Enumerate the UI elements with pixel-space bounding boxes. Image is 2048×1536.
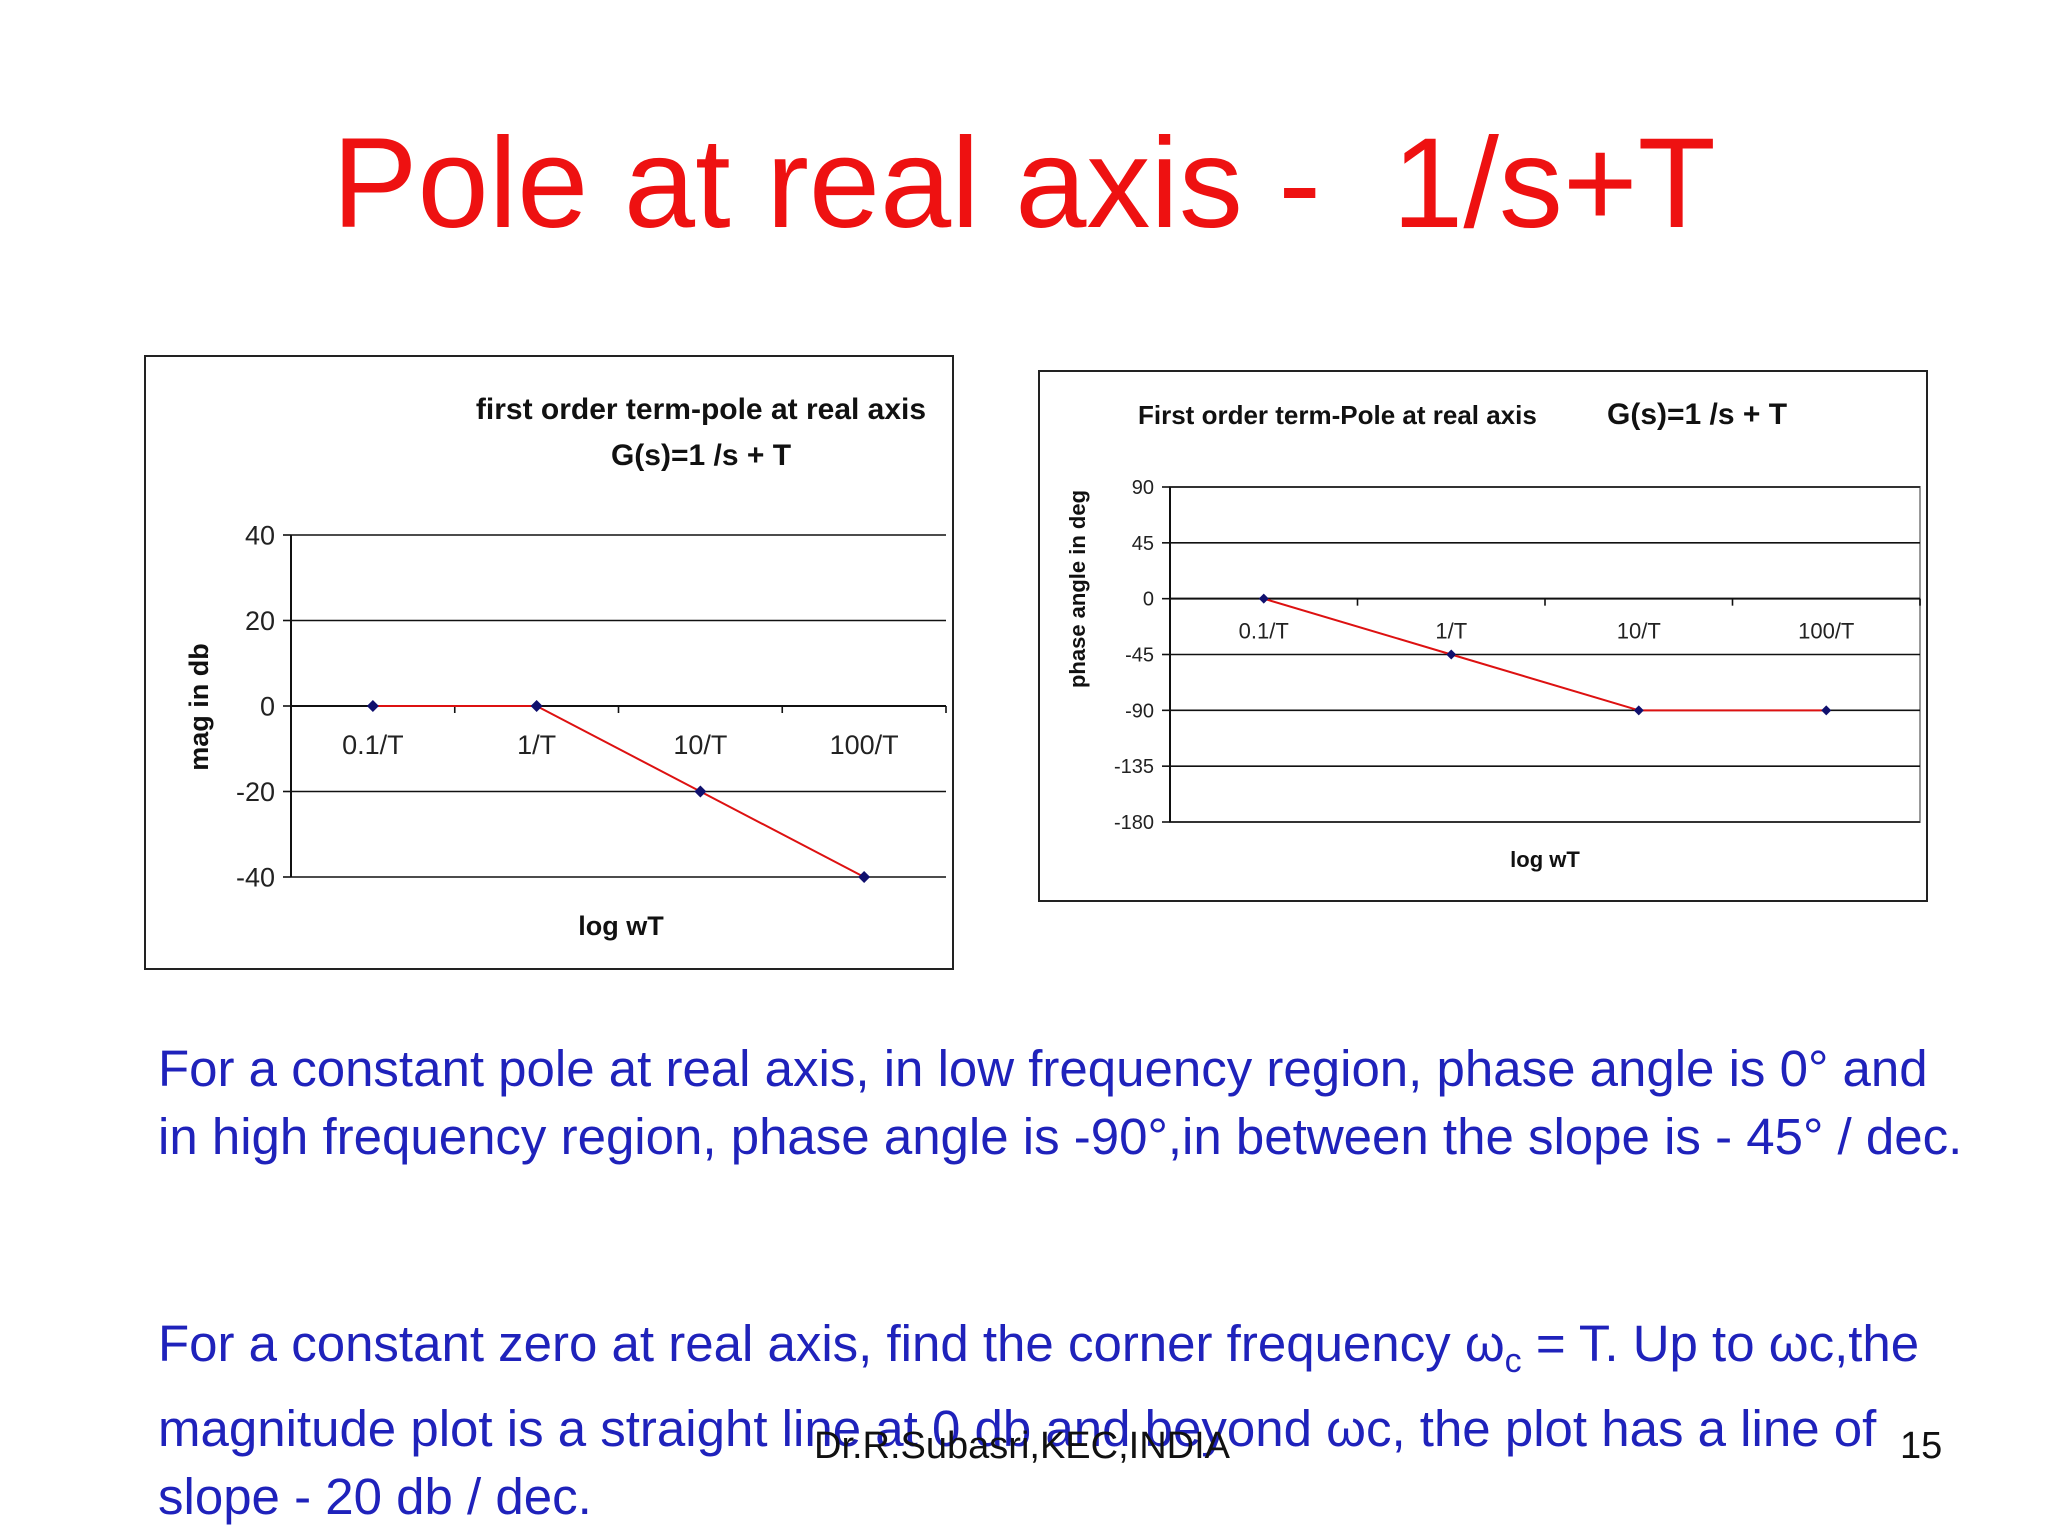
y-tick-label: 40 [245,520,275,550]
x-tick-label: 1/T [1435,619,1467,644]
chart-title: first order term-pole at real axis [476,393,926,426]
y-axis-label: phase angle in deg [1065,490,1090,688]
y-tick-label: -45 [1125,645,1154,667]
y-tick-label: -135 [1114,756,1154,778]
paragraph-zero: For a constant zero at real axis, find t… [158,1310,1978,1531]
x-tick-label: 10/T [1617,619,1661,644]
paragraph-zero-text-2: = T. Up to ωc,the magnitude plot is a st… [158,1315,1920,1526]
x-tick-label: 1/T [517,730,556,760]
y-tick-label: 20 [245,606,275,636]
magnitude-chart-svg: first order term-pole at real axis G(s)=1… [184,393,947,941]
series-line-segment [1450,653,1640,712]
series-line-segment [1263,597,1452,656]
data-point [530,700,543,712]
y-tick-label: -90 [1125,700,1154,722]
x-tick-label: 100/T [1798,619,1854,644]
y-tick-label: 0 [1143,589,1154,611]
slide-title: Pole at real axis - 1/s+T [332,112,1716,255]
phase-chart-svg: First order term-Pole at real axis G(s)=1… [1065,398,1921,872]
chart-title: First order term-Pole at real axis [1138,400,1537,430]
chart-subtitle: G(s)=1 /s + T [611,439,791,472]
data-point [1633,705,1644,716]
x-tick-label: 0.1/T [342,730,404,760]
y-tick-label: -40 [236,862,275,892]
y-tick-label: 90 [1132,477,1154,499]
x-tick-label: 100/T [830,730,899,760]
x-axis-label: log wT [578,911,664,941]
y-tick-label: -20 [236,777,275,807]
data-point [1258,593,1269,604]
phase-chart: First order term-Pole at real axis G(s)=1… [1038,370,1928,902]
x-axis-label: log wT [1510,847,1580,872]
data-point [858,871,871,883]
magnitude-chart: first order term-pole at real axis G(s)=1… [144,355,954,970]
y-tick-label: 0 [260,691,275,721]
x-tick-label: 10/T [673,730,727,760]
paragraph-pole: For a constant pole at real axis, in low… [158,1035,1978,1171]
chart-subtitle: G(s)=1 /s + T [1607,398,1787,431]
series-line-segment [536,705,701,793]
x-tick-label: 0.1/T [1239,619,1289,644]
data-point [366,700,379,712]
paragraph-pole-text: For a constant pole at real axis, in low… [158,1040,1963,1165]
y-axis-label: mag in db [184,643,214,771]
paragraph-zero-text-1: For a constant zero at real axis, find t… [158,1315,1505,1372]
y-tick-label: 45 [1132,533,1154,555]
y-tick-label: -180 [1114,812,1154,834]
footer-author: Dr.R.Subasri,KEC,INDIA [814,1425,1230,1467]
series-line-segment [699,790,865,878]
page-number: 15 [1900,1425,1943,1467]
data-point [694,785,707,798]
data-point [1446,649,1457,660]
data-point [1821,705,1832,716]
omega-subscript: c [1504,1342,1522,1381]
